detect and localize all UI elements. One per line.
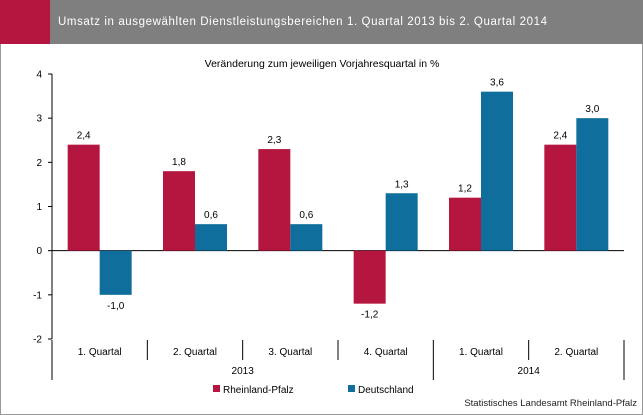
bar-deutschland	[99, 250, 132, 295]
x-tick-label: 4. Quartal	[364, 347, 408, 358]
bar-deutschland	[195, 224, 227, 251]
x-tick-label: 2. Quartal	[173, 347, 217, 358]
header-bar	[0, 0, 643, 44]
y-tick-label: 4	[36, 70, 42, 81]
bar-rheinland-pfalz	[258, 149, 291, 251]
plot-area: -2 -1 0 1 2 3 4 2,4 1,8 2,3 -1,2 1,2 2,4 -1,0 0,6 0,6 1,…	[33, 70, 625, 396]
bar-rheinland-pfalz	[67, 144, 100, 251]
bar-deutschland	[576, 118, 609, 251]
y-tick-label: 1	[36, 202, 42, 213]
data-label: 0,6	[204, 210, 218, 221]
chart-title: Umsatz in ausgewählten Dienstleistungsbe…	[58, 16, 548, 28]
bar-deutschland	[290, 224, 323, 251]
data-label: 1,2	[458, 184, 472, 195]
legend-label: Deutschland	[358, 385, 414, 396]
bar-deutschland	[481, 91, 513, 251]
source-note: Statistisches Landesamt Rheinland-Pfalz	[464, 398, 637, 409]
y-tick-label: -1	[33, 290, 42, 301]
x-tick-label: 1. Quartal	[78, 347, 122, 358]
data-label: 1,3	[395, 179, 409, 190]
x-tick-label: 1. Quartal	[459, 347, 503, 358]
bar-rheinland-pfalz	[163, 171, 195, 251]
legend-swatch	[213, 385, 220, 392]
y-tick-label: -2	[33, 335, 42, 346]
x-tick-label: 2. Quartal	[554, 347, 598, 358]
y-tick-label: 2	[36, 158, 42, 169]
data-label: 3,6	[490, 78, 504, 89]
y-tick-label: 0	[36, 246, 42, 257]
legend-label: Rheinland-Pfalz	[223, 385, 294, 396]
data-label: 2,4	[553, 131, 567, 142]
data-label: -1,2	[361, 310, 379, 321]
bar-rheinland-pfalz	[544, 144, 577, 251]
chart-subtitle: Veränderung zum jeweiligen Vorjahresquar…	[205, 58, 440, 70]
bar-rheinland-pfalz	[449, 197, 481, 251]
data-label: 0,6	[299, 210, 313, 221]
legend-swatch	[348, 385, 355, 392]
data-label: 1,8	[172, 157, 186, 168]
bar-rheinland-pfalz	[353, 250, 386, 304]
year-group-label: 2014	[518, 366, 541, 377]
data-label: -1,0	[107, 301, 125, 312]
bar-deutschland	[385, 193, 418, 251]
data-label: 3,0	[585, 104, 599, 115]
year-group-label: 2013	[232, 366, 255, 377]
y-tick-label: 3	[36, 114, 42, 125]
data-label: 2,4	[77, 131, 91, 142]
header-accent-block	[0, 0, 50, 44]
data-label: 2,3	[267, 135, 281, 146]
x-tick-label: 3. Quartal	[268, 347, 312, 358]
